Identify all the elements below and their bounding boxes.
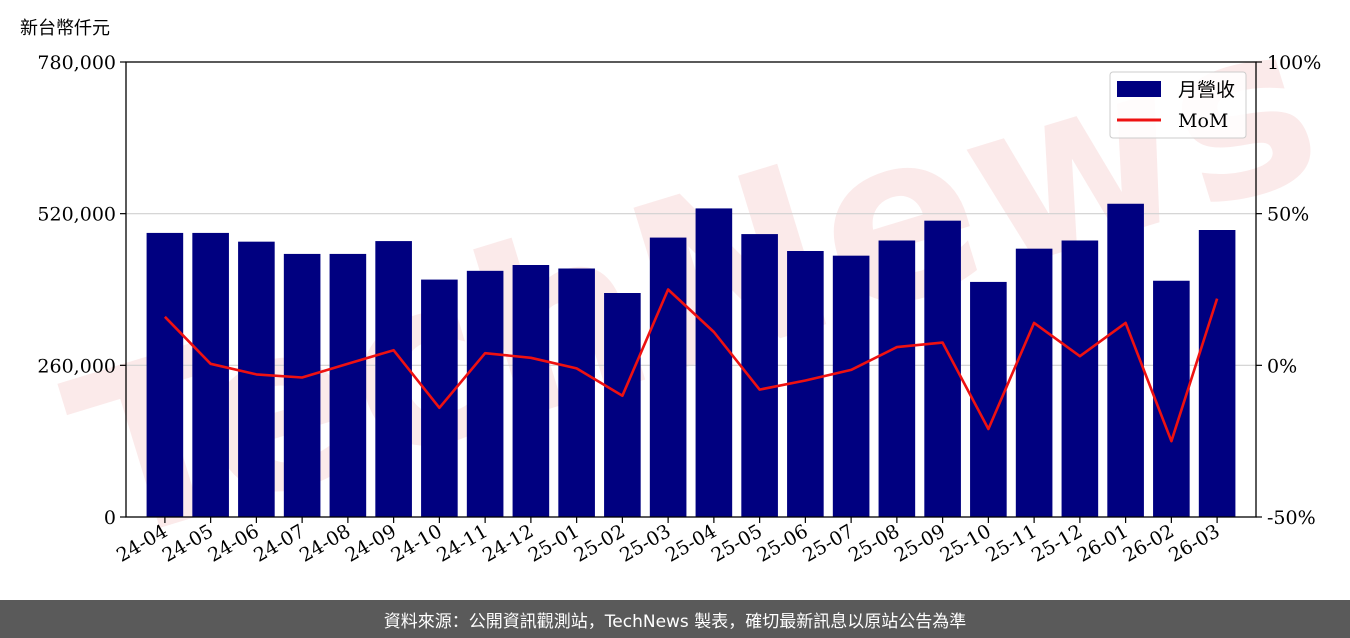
right-tick-label: 100% xyxy=(1267,52,1321,74)
revenue-bar xyxy=(1061,240,1099,517)
revenue-bar xyxy=(695,208,733,517)
revenue-bar xyxy=(146,232,184,517)
x-tick-label: 25-03 xyxy=(616,520,674,566)
mom-line xyxy=(163,288,1219,443)
revenue-bar xyxy=(924,220,961,517)
x-tick-label: 25-01 xyxy=(525,520,583,566)
revenue-bar xyxy=(375,241,412,518)
right-tick-label: 0% xyxy=(1267,355,1297,377)
x-tick-label: 25-11 xyxy=(982,520,1040,566)
revenue-bar xyxy=(283,253,321,517)
revenue-bar xyxy=(1107,203,1144,517)
x-tick-label: 25-12 xyxy=(1028,520,1086,566)
legend-bar-swatch xyxy=(1117,81,1161,97)
left-tick-label: 780,000 xyxy=(37,52,116,74)
bar-series xyxy=(146,203,1236,518)
x-tick-label: 25-02 xyxy=(570,520,628,566)
x-tick-label: 25-10 xyxy=(936,520,994,566)
revenue-bar xyxy=(558,268,595,517)
revenue-bar xyxy=(1153,280,1190,517)
legend: 月營收 MoM xyxy=(1109,71,1247,139)
revenue-bar xyxy=(192,232,229,517)
revenue-bar xyxy=(421,279,458,517)
x-tick-label: 25-04 xyxy=(662,520,720,566)
x-tick-label: 25-08 xyxy=(845,520,903,566)
revenue-bar xyxy=(878,240,916,517)
x-tick-label: 25-06 xyxy=(753,520,811,566)
left-tick-label: 0 xyxy=(104,507,116,529)
revenue-bar xyxy=(466,270,504,517)
revenue-bar xyxy=(649,237,687,518)
right-tick-label: 50% xyxy=(1267,204,1309,226)
revenue-bar xyxy=(1198,230,1236,517)
x-tick-label: 24-11 xyxy=(433,520,491,566)
revenue-bar xyxy=(512,265,550,517)
revenue-chart: TechNews 0260,000520,000780,000-50%0%50%… xyxy=(37,0,1345,597)
revenue-bar xyxy=(238,241,275,517)
x-tick-label: 25-05 xyxy=(708,520,766,566)
left-tick-label: 260,000 xyxy=(37,355,116,377)
right-tick-label: -50% xyxy=(1267,507,1316,529)
x-tick-label: 26-02 xyxy=(1119,520,1177,566)
x-tick-label: 26-01 xyxy=(1074,520,1132,566)
y-axis-unit-label: 新台幣仟元 xyxy=(20,18,110,39)
x-tick-label: 25-09 xyxy=(891,520,949,566)
x-tick-label: 24-12 xyxy=(479,520,537,566)
left-tick-label: 520,000 xyxy=(37,204,116,226)
revenue-bar xyxy=(1015,248,1053,517)
footer-text: 資料來源：公開資訊觀測站，TechNews 製表，確切最新訊息以原站公告為準 xyxy=(383,611,967,632)
plot-frame xyxy=(125,61,1257,518)
x-tick-label: 24-10 xyxy=(387,520,445,566)
legend-bar-label: 月營收 xyxy=(1178,79,1235,101)
revenue-bar xyxy=(832,255,870,517)
mom-line-series xyxy=(163,288,1219,443)
source-footer: 資料來源：公開資訊觀測站，TechNews 製表，確切最新訊息以原站公告為準 xyxy=(0,600,1350,638)
legend-line-label: MoM xyxy=(1178,110,1228,132)
x-tick-label: 24-09 xyxy=(342,520,400,566)
x-tick-label: 25-07 xyxy=(799,520,857,566)
x-tick-label: 26-03 xyxy=(1165,520,1223,566)
revenue-bar xyxy=(604,293,641,517)
revenue-bar xyxy=(329,253,367,517)
